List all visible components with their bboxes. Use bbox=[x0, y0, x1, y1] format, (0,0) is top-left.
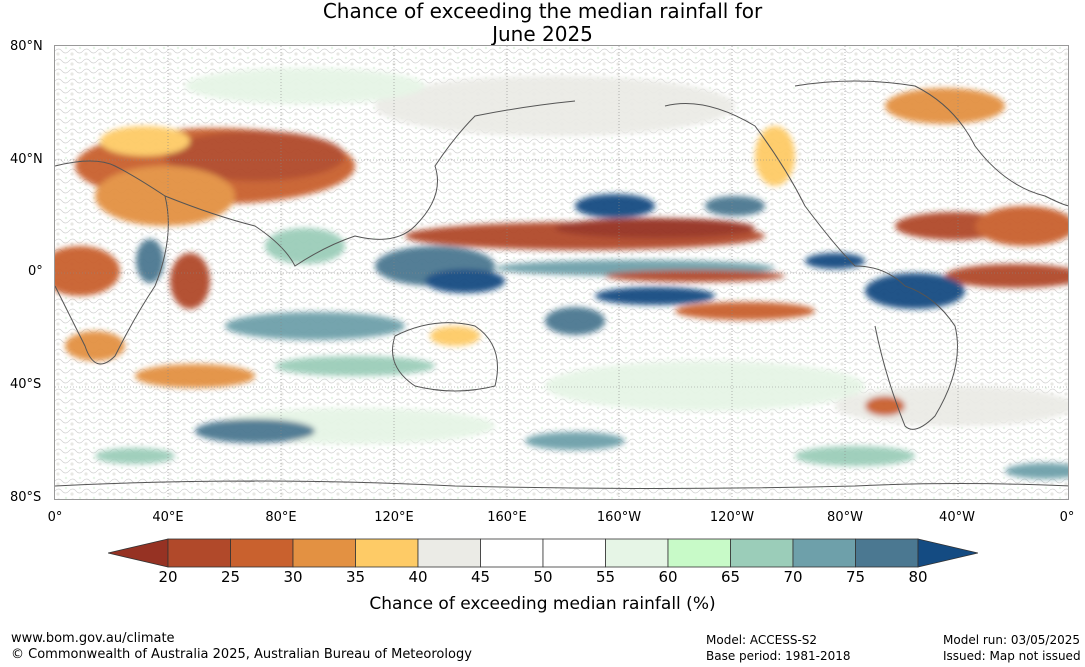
map-canvas bbox=[55, 46, 1068, 499]
colorbar-tick-label: 55 bbox=[595, 568, 616, 586]
lat-label-40n: 40°N bbox=[10, 152, 43, 167]
footer-model: Model: ACCESS-S2 bbox=[706, 633, 818, 647]
lon-label-40w: 40°W bbox=[939, 510, 975, 525]
colorbar-tick-label: 30 bbox=[283, 568, 303, 586]
colorbar-tick-label: 60 bbox=[658, 568, 678, 586]
colorbar-tick-label: 80 bbox=[908, 568, 928, 586]
colorbar-segment bbox=[855, 538, 919, 568]
footer-copyright: © Commonwealth of Australia 2025, Austra… bbox=[11, 647, 472, 662]
lon-label-80w: 80°W bbox=[827, 510, 863, 525]
colorbar-tick-label: 25 bbox=[220, 568, 241, 586]
lat-label-equator: 0° bbox=[28, 264, 43, 279]
colorbar-segment bbox=[480, 538, 544, 568]
lon-label-0-right: 0° bbox=[1059, 510, 1075, 525]
footer-url[interactable]: www.bom.gov.au/climate bbox=[11, 631, 175, 646]
lon-label-40e: 40°E bbox=[152, 510, 184, 525]
colorbar-segment bbox=[792, 538, 856, 568]
map-title: Chance of exceeding the median rainfall … bbox=[0, 0, 1085, 46]
colorbar-segment bbox=[667, 538, 731, 568]
colorbar-tick-label: 65 bbox=[720, 568, 741, 586]
title-line-1: Chance of exceeding the median rainfall … bbox=[322, 0, 763, 23]
footer-issued: Issued: Map not issued bbox=[943, 649, 1081, 663]
colorbar-tick-label: 50 bbox=[533, 568, 553, 586]
colorbar-tick-label: 45 bbox=[470, 568, 491, 586]
lat-label-80s: 80°S bbox=[10, 490, 42, 505]
colorbar-segment bbox=[605, 538, 669, 568]
lat-label-80n: 80°N bbox=[10, 39, 43, 54]
title-line-2: June 2025 bbox=[492, 22, 593, 46]
colorbar-tick-label: 35 bbox=[345, 568, 366, 586]
colorbar-tick-label: 20 bbox=[158, 568, 178, 586]
colorbar-high-extension bbox=[917, 538, 978, 568]
colorbar-low-extension bbox=[108, 538, 169, 568]
colorbar-title: Chance of exceeding median rainfall (%) bbox=[369, 594, 716, 614]
lon-label-160e: 160°E bbox=[487, 510, 527, 525]
colorbar-segment bbox=[292, 538, 356, 568]
colorbar-segment bbox=[167, 538, 231, 568]
colorbar-segment bbox=[355, 538, 419, 568]
colorbar bbox=[108, 538, 978, 568]
colorbar-tick-label: 70 bbox=[783, 568, 803, 586]
colorbar-segment bbox=[230, 538, 294, 568]
lon-label-120w: 120°W bbox=[709, 510, 755, 525]
colorbar-tick-label: 75 bbox=[845, 568, 866, 586]
lon-label-80e: 80°E bbox=[265, 510, 297, 525]
graticule bbox=[55, 46, 1068, 499]
colorbar-segment bbox=[542, 538, 606, 568]
lon-label-160w: 160°W bbox=[596, 510, 642, 525]
colorbar-segment bbox=[417, 538, 481, 568]
lon-label-120e: 120°E bbox=[374, 510, 414, 525]
colorbar-tick-label: 40 bbox=[408, 568, 428, 586]
coastlines bbox=[55, 80, 1068, 489]
colorbar-segment bbox=[730, 538, 794, 568]
rainfall-map[interactable] bbox=[54, 45, 1069, 500]
footer-model-run: Model run: 03/05/2025 bbox=[943, 633, 1081, 647]
lon-label-0: 0° bbox=[47, 510, 63, 525]
footer-base-period: Base period: 1981-2018 bbox=[706, 649, 851, 663]
lat-label-40s: 40°S bbox=[10, 377, 42, 392]
